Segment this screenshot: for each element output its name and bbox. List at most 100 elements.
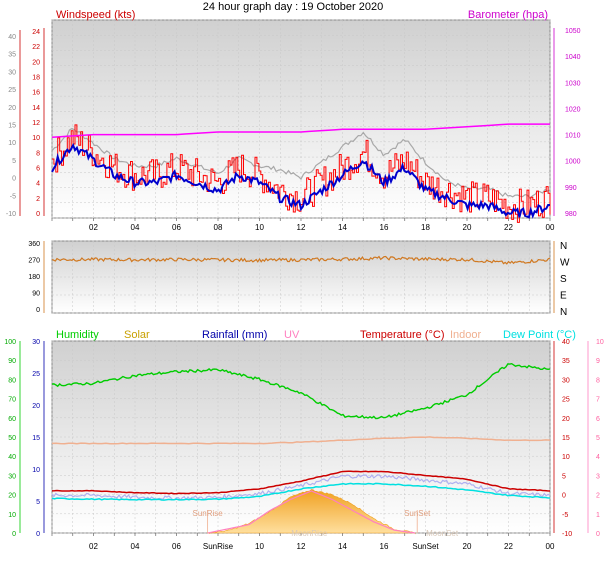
- uv-tick: 9: [596, 358, 600, 365]
- temperature-tick: 30: [562, 377, 570, 384]
- direction-left-tick: 270: [28, 258, 40, 265]
- left-outer-tick: 20: [8, 105, 16, 112]
- x-tick-label: SunRise: [203, 542, 234, 551]
- left-inner-tick: 22: [32, 44, 40, 51]
- uv-tick: 1: [596, 512, 600, 519]
- legend-entry: Dew Point (°C): [503, 329, 576, 341]
- humidity-tick: 10: [8, 512, 16, 519]
- x-tick-label: 14: [338, 542, 347, 551]
- left-inner-tick: 8: [36, 150, 40, 157]
- rain-tick: 5: [36, 499, 40, 506]
- right-baro-tick: 1030: [565, 80, 581, 87]
- left-inner-tick: 2: [36, 196, 40, 203]
- page-title: 24 hour graph day : 19 October 2020: [203, 1, 383, 13]
- temperature-tick: 5: [562, 473, 566, 480]
- rain-tick: 25: [32, 371, 40, 378]
- temperature-tick: 25: [562, 397, 570, 404]
- temperature-panel-legend: Humidity Solar Rainfall (mm) UV Temperature …: [56, 329, 576, 341]
- x-tick-label: 04: [131, 542, 140, 551]
- wind-direction-line: [51, 255, 551, 265]
- direction-left-tick: 180: [28, 274, 40, 281]
- right-baro-tick: 1000: [565, 159, 581, 166]
- temperature-panel-axes: 02 04 06 SunRise 10 12 14 16 SunSet 20 22 000102030…: [4, 339, 604, 551]
- uv-tick: 6: [596, 416, 600, 423]
- temperature-tick: 20: [562, 416, 570, 423]
- temperature-tick: -5: [562, 512, 568, 519]
- temperature-tick: 40: [562, 339, 570, 346]
- x-tick-label: 10: [255, 542, 264, 551]
- temperature-panel-series: SunRise SunSet MoonRise MoonSet: [51, 362, 551, 538]
- humidity-tick: 30: [8, 473, 16, 480]
- rain-tick: 30: [32, 339, 40, 346]
- left-inner-tick: 16: [32, 90, 40, 97]
- humidity-tick: 0: [12, 531, 16, 538]
- right-baro-tick: 980: [565, 211, 577, 218]
- x-tick-label: 20: [463, 542, 472, 551]
- direction-compass-tick: S: [560, 274, 567, 285]
- legend-entry: Humidity: [56, 329, 99, 341]
- wind-average-line: [51, 142, 550, 219]
- x-tick-label: 16: [380, 542, 389, 551]
- uv-line: [207, 490, 416, 534]
- sunset-label: SunSet: [404, 509, 431, 518]
- x-tick-label: 20: [463, 223, 472, 232]
- x-tick-label: 00: [546, 223, 555, 232]
- left-inner-tick: 14: [32, 105, 40, 112]
- uv-tick: 7: [596, 397, 600, 404]
- humidity-line: [51, 362, 551, 420]
- dewpoint-line: [51, 482, 551, 501]
- left-outer-tick: 10: [8, 140, 16, 147]
- wind-title: Windspeed (kts): [56, 9, 135, 21]
- rain-tick: 0: [36, 531, 40, 538]
- legend-entry: Indoor: [450, 329, 482, 341]
- humidity-tick: 80: [8, 377, 16, 384]
- left-outer-tick: 15: [8, 123, 16, 130]
- x-tick-label: 16: [380, 223, 389, 232]
- x-tick-label: 12: [297, 542, 306, 551]
- x-tick-label: 02: [89, 542, 98, 551]
- right-baro-tick: 1020: [565, 106, 581, 113]
- x-tick-label: 12: [297, 223, 306, 232]
- x-tick-label: 14: [338, 223, 347, 232]
- temperature-tick: -10: [562, 531, 572, 538]
- rain-tick: 10: [32, 467, 40, 474]
- left-outer-tick: 40: [8, 34, 16, 41]
- left-outer-tick: 25: [8, 87, 16, 94]
- rain-tick: 15: [32, 435, 40, 442]
- moonset-label: MoonSet: [426, 529, 459, 538]
- uv-tick: 4: [596, 454, 600, 461]
- humidity-tick: 60: [8, 416, 16, 423]
- temperature-line: [51, 470, 551, 495]
- left-outer-tick: -5: [10, 193, 16, 200]
- direction-left-tick: 90: [32, 291, 40, 298]
- uv-tick: 2: [596, 493, 600, 500]
- left-inner-tick: 24: [32, 29, 40, 36]
- humidity-tick: 20: [8, 493, 16, 500]
- uv-tick: 0: [596, 531, 600, 538]
- uv-tick: 10: [596, 339, 604, 346]
- wind-panel-series: [51, 123, 551, 223]
- wind-gray-line: [51, 127, 551, 199]
- left-inner-tick: 12: [32, 120, 40, 127]
- barometer-line: [51, 123, 550, 138]
- right-baro-tick: 1050: [565, 28, 581, 35]
- x-tick-label: 10: [255, 223, 264, 232]
- right-baro-tick: 1040: [565, 54, 581, 61]
- apparent-line: [51, 473, 551, 501]
- direction-compass-tick: N: [560, 307, 567, 318]
- legend-entry: Rainfall (mm): [202, 329, 267, 341]
- temperature-tick: 15: [562, 435, 570, 442]
- humidity-tick: 90: [8, 358, 16, 365]
- humidity-tick: 50: [8, 435, 16, 442]
- windspeed-line: [52, 124, 551, 223]
- direction-compass-tick: W: [560, 258, 570, 269]
- left-inner-tick: 18: [32, 75, 40, 82]
- left-outer-tick: 5: [12, 158, 16, 165]
- left-inner-tick: 10: [32, 135, 40, 142]
- temperature-tick: 10: [562, 454, 570, 461]
- rain-tick: 20: [32, 403, 40, 410]
- left-inner-tick: 0: [36, 211, 40, 218]
- x-tick-label: SunSet: [412, 542, 439, 551]
- direction-panel-series: [51, 255, 551, 265]
